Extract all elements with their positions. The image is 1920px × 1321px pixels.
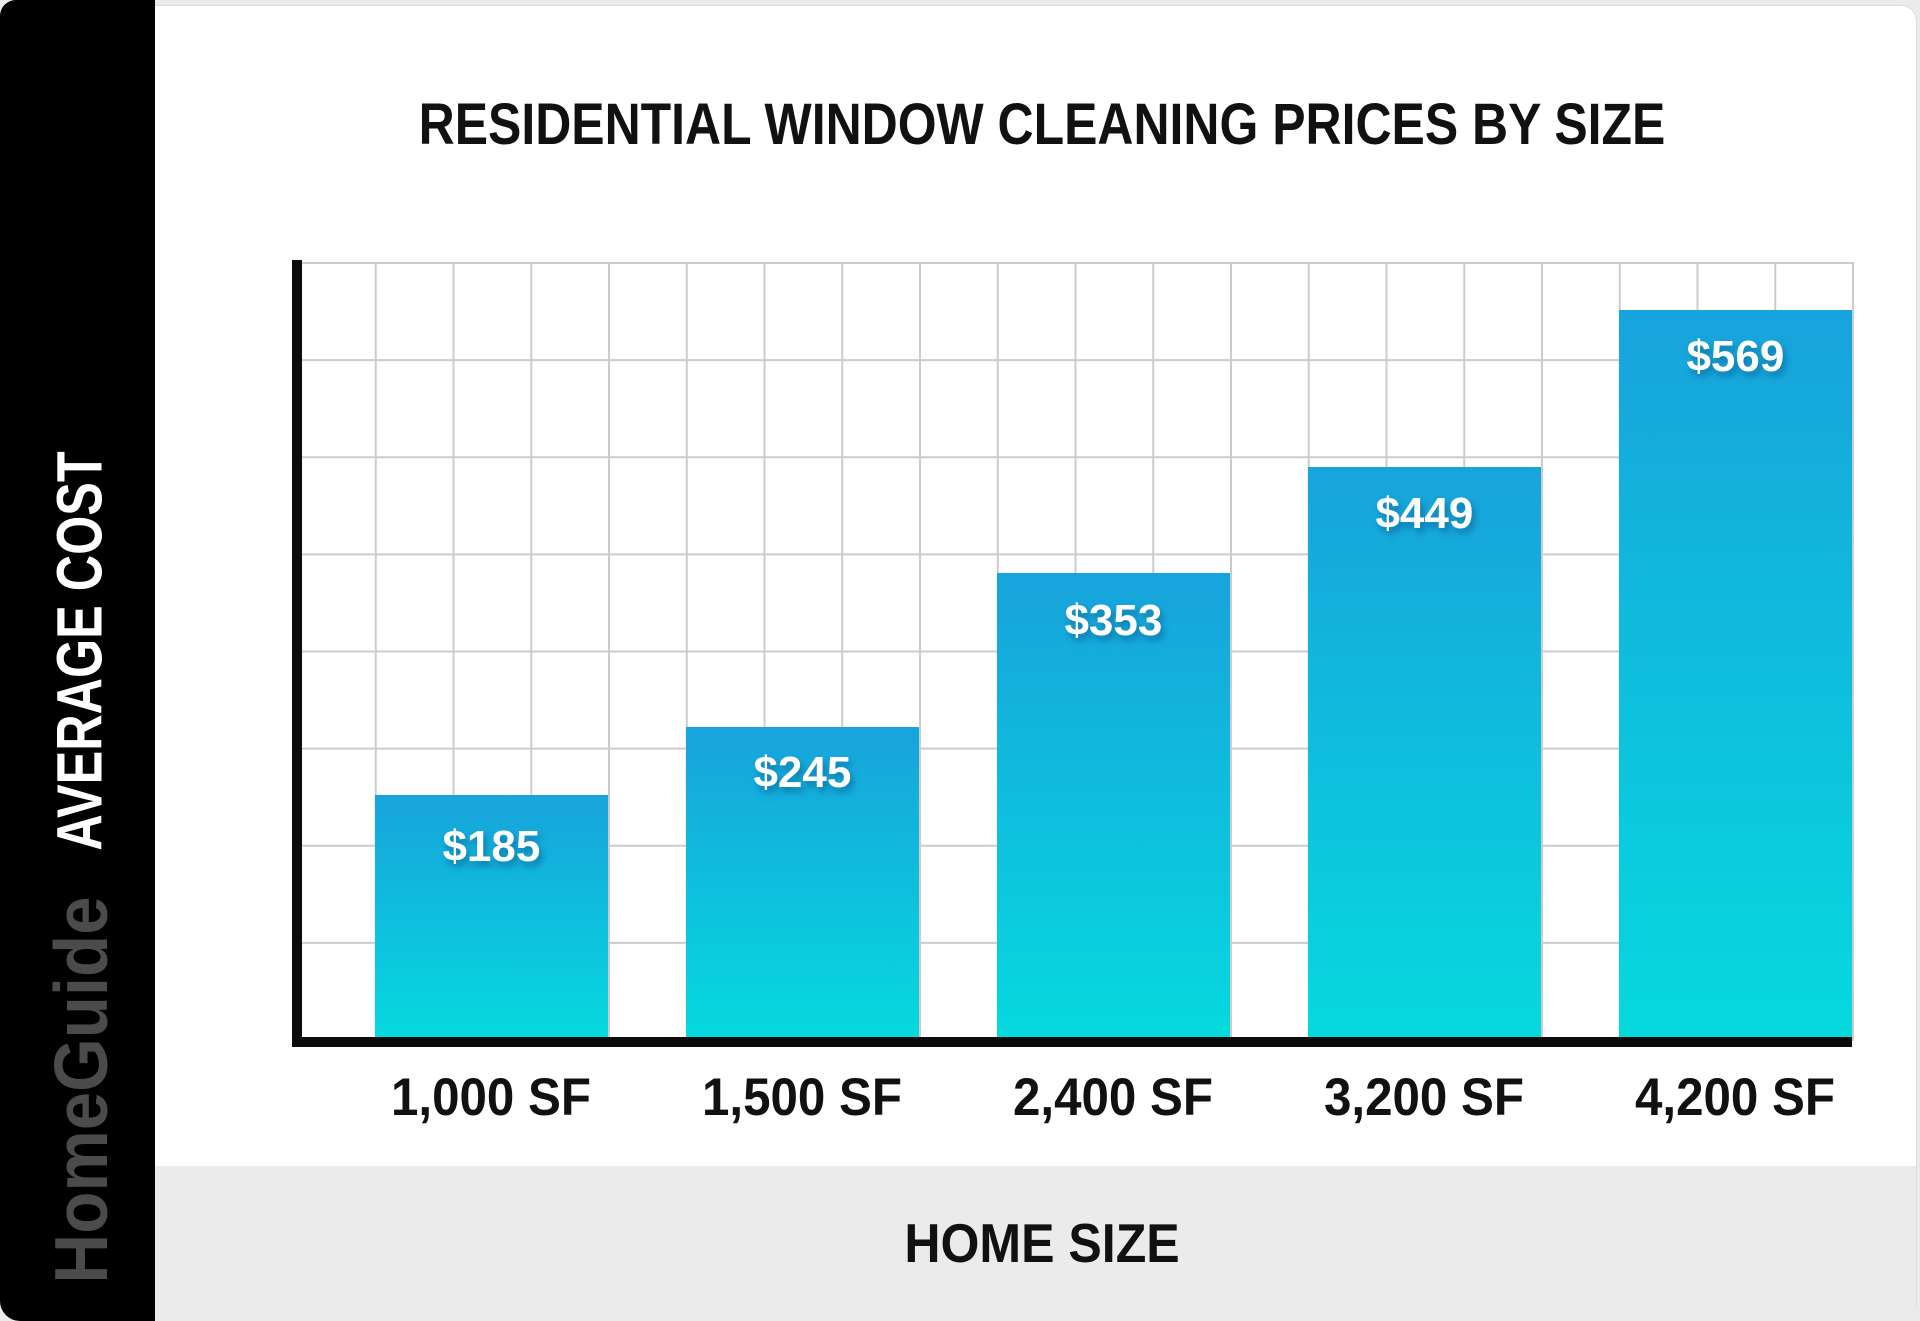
svg-text:AVERAGE COST: AVERAGE COST bbox=[45, 451, 116, 850]
svg-text:HomeGuide: HomeGuide bbox=[40, 896, 123, 1283]
